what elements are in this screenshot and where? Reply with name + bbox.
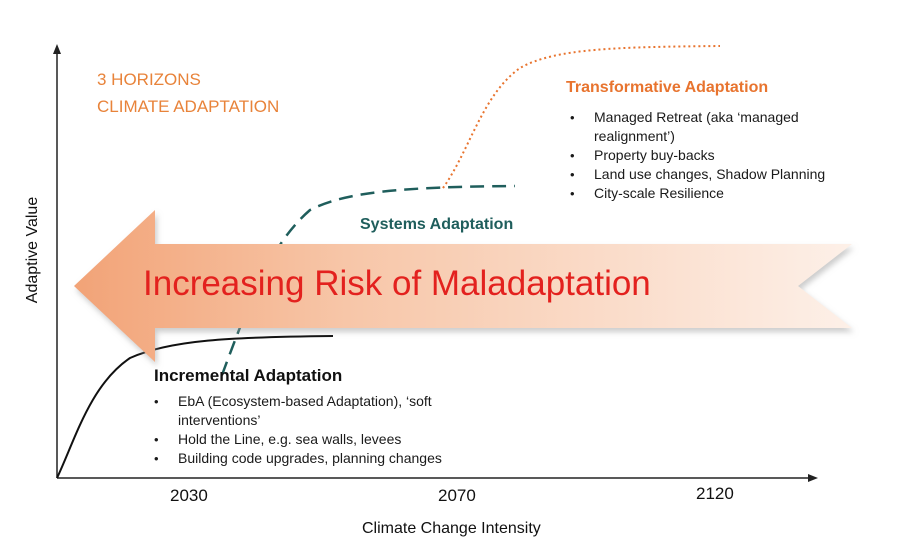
x-tick-2120: 2120	[696, 484, 734, 503]
x-axis-arrowhead	[808, 474, 818, 482]
maladaptation-arrow	[74, 210, 852, 362]
incremental-heading: Incremental Adaptation	[154, 366, 343, 385]
incremental-list: EbA (Ecosystem-based Adaptation), ‘soft …	[152, 392, 512, 468]
diagram-title: 3 HORIZONS CLIMATE ADAPTATION	[97, 66, 279, 120]
y-axis-label: Adaptive Value	[24, 196, 41, 304]
transformative-heading: Transformative Adaptation	[566, 79, 769, 96]
banner-text: Increasing Risk of Maladaptation	[143, 264, 651, 303]
list-item: Property buy-backs	[568, 146, 868, 165]
transformative-list: Managed Retreat (aka ‘managed realignmen…	[568, 108, 868, 203]
list-item: Building code upgrades, planning changes	[152, 449, 512, 468]
title-line-2: CLIMATE ADAPTATION	[97, 97, 280, 116]
systems-heading: Systems Adaptation	[360, 216, 514, 233]
x-tick-2030: 2030	[170, 486, 208, 505]
title-line-1: 3 HORIZONS	[97, 70, 201, 89]
x-axis-label: Climate Change Intensity	[362, 520, 541, 537]
x-tick-2070: 2070	[438, 486, 476, 505]
list-item: EbA (Ecosystem-based Adaptation), ‘soft …	[152, 392, 512, 430]
list-item: City-scale Resilience	[568, 184, 868, 203]
incremental-curve	[56, 335, 334, 479]
list-item: Land use changes, Shadow Planning	[568, 165, 868, 184]
list-item: Hold the Line, e.g. sea walls, levees	[152, 430, 512, 449]
list-item: Managed Retreat (aka ‘managed realignmen…	[568, 108, 868, 146]
y-axis-arrowhead	[53, 44, 61, 54]
